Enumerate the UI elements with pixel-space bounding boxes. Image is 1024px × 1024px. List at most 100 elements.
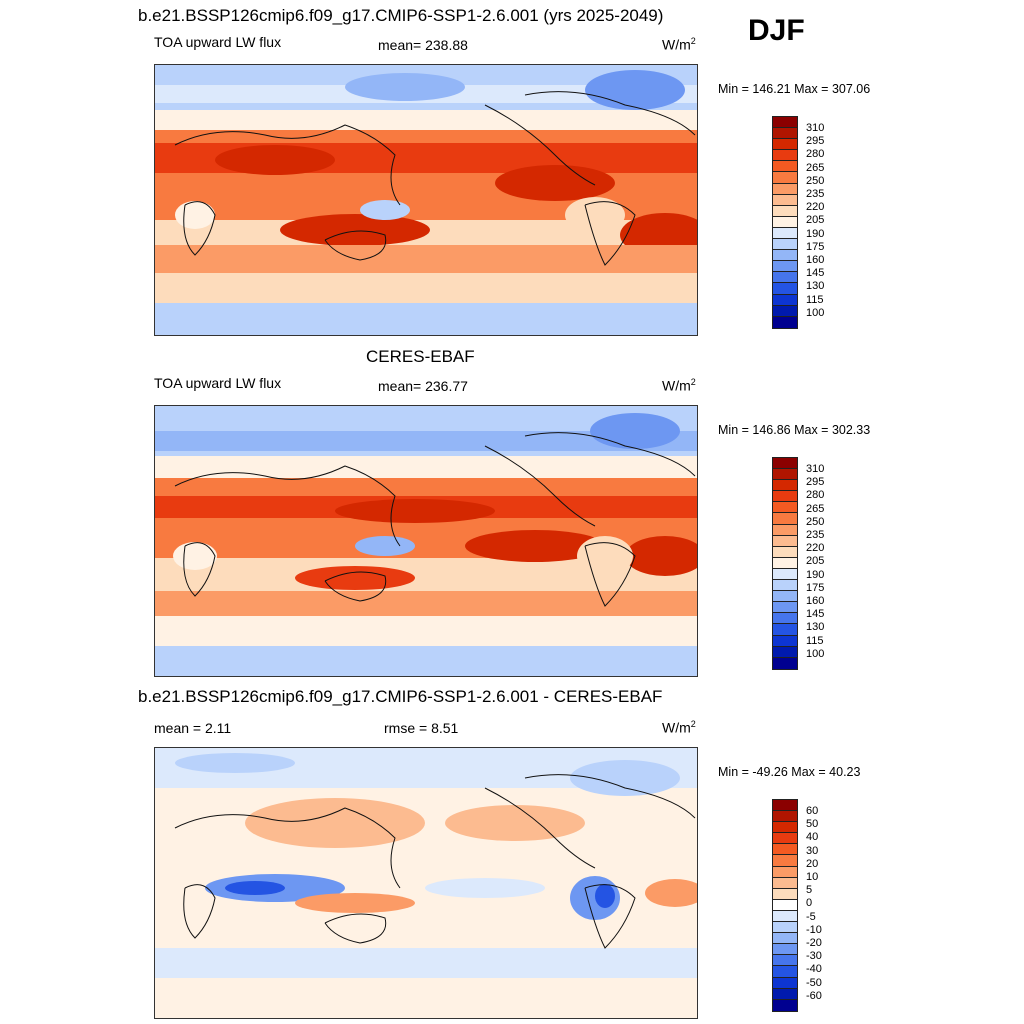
colorbar-tick-label: 10	[806, 871, 819, 883]
colorbar-swatch	[773, 922, 797, 934]
colorbar-tick-label: 40	[806, 831, 819, 844]
panel-1-title: b.e21.BSSP126cmip6.f09_g17.CMIP6-SSP1-2.…	[138, 6, 664, 25]
colorbar-swatch	[773, 502, 797, 514]
colorbar-swatch	[773, 480, 797, 492]
colorbar-swatch	[773, 283, 797, 295]
colorbar-tick-label: -60	[806, 989, 822, 1002]
colorbar-swatch	[773, 800, 797, 812]
colorbar-tick-label: 295	[806, 476, 825, 489]
colorbar-swatch	[773, 557, 797, 569]
colorbar-tick-label: 310	[806, 122, 825, 134]
colorbar-swatch	[773, 469, 797, 481]
colorbar-swatch	[773, 944, 797, 956]
colorbar-tick-label: 160	[806, 254, 825, 266]
panel-2-mean-label: mean= 236.77	[378, 378, 468, 394]
colorbar-swatch	[773, 183, 797, 195]
colorbar-swatch	[773, 877, 797, 889]
colorbar-tick-label: 115	[806, 634, 824, 647]
panel-2-variable-label: TOA upward LW flux	[154, 375, 282, 391]
colorbar-tick-label: 175	[806, 240, 825, 253]
colorbar-tick-label: 100	[806, 647, 825, 660]
colorbar-swatch	[773, 150, 797, 162]
colorbar-swatch	[773, 305, 797, 317]
colorbar-tick-label: 50	[806, 818, 819, 831]
colorbar-swatch	[773, 128, 797, 140]
colorbar-swatch	[773, 294, 797, 306]
colorbar-tick-label: 295	[806, 135, 825, 148]
colorbar-swatch	[773, 227, 797, 240]
panel-3-units: W/m2	[662, 719, 696, 736]
season-label: DJF	[748, 14, 805, 47]
colorbar-tick-label: -40	[806, 963, 822, 976]
colorbar-tick-label: 205	[806, 214, 825, 227]
panel-2-minmax: Min = 146.86 Max = 302.33	[718, 423, 871, 437]
colorbar-tick-label: 130	[806, 280, 825, 293]
colorbar-swatch	[773, 822, 797, 834]
colorbar-tick-label: 250	[806, 515, 825, 528]
colorbar-tick-label: 145	[806, 608, 825, 621]
colorbar-swatch	[773, 524, 797, 536]
colorbar-swatch	[773, 844, 797, 856]
colorbar-swatch	[773, 888, 797, 900]
colorbar-swatch	[773, 216, 797, 228]
colorbar-tick-label: 265	[806, 502, 825, 515]
panel-3-mean-label: mean = 2.11	[154, 720, 232, 736]
colorbar-tick-label: -30	[806, 950, 822, 963]
colorbar-swatch	[773, 855, 797, 867]
panel-3-map	[154, 747, 698, 1019]
colorbar-tick-label: -10	[806, 923, 822, 936]
colorbar-tick-label: 205	[806, 555, 825, 568]
colorbar-swatch	[773, 955, 797, 967]
colorbar-swatch	[773, 568, 797, 581]
colorbar-swatch	[773, 239, 797, 251]
panel-1-variable-label: TOA upward LW flux	[154, 34, 282, 50]
colorbar-tick-label: 310	[806, 463, 825, 475]
colorbar-tick-label: 20	[806, 857, 819, 870]
colorbar-swatch	[773, 591, 797, 603]
panel-3-minmax: Min = -49.26 Max = 40.23	[718, 765, 861, 779]
colorbar-swatch	[773, 646, 797, 658]
colorbar-swatch	[773, 272, 797, 284]
colorbar-swatch	[773, 458, 797, 470]
colorbar-tick-label: 220	[806, 542, 825, 555]
panel-3-title: b.e21.BSSP126cmip6.f09_g17.CMIP6-SSP1-2.…	[138, 687, 663, 706]
colorbar-swatch	[773, 933, 797, 945]
colorbar-tick-label: -20	[806, 937, 822, 949]
colorbar-swatch	[773, 833, 797, 845]
colorbar-tick-label: 235	[806, 188, 825, 200]
colorbar-tick-label: 145	[806, 267, 825, 280]
colorbar-tick-label: 100	[806, 306, 825, 319]
colorbar-swatch	[773, 172, 797, 184]
colorbar-tick-label: 280	[806, 489, 825, 502]
colorbar-swatch	[773, 966, 797, 978]
colorbar-tick-label: 280	[806, 148, 825, 161]
colorbar-swatch	[773, 602, 797, 614]
colorbar-tick-label: 0	[806, 897, 813, 910]
colorbar-swatch	[773, 117, 797, 129]
colorbar-tick-label: 5	[806, 884, 813, 897]
colorbar-swatch	[773, 250, 797, 262]
colorbar-tick-label: 265	[806, 161, 825, 174]
panel-2-colorbar	[772, 457, 798, 670]
panel-2-units: W/m2	[662, 377, 696, 394]
colorbar-tick-label: 160	[806, 595, 825, 607]
colorbar-swatch	[773, 205, 797, 217]
colorbar-swatch	[773, 613, 797, 625]
colorbar-tick-label: 220	[806, 201, 825, 214]
colorbar-swatch	[773, 535, 797, 547]
colorbar-tick-label: 190	[806, 568, 825, 581]
panel-2-title: CERES-EBAF	[366, 347, 475, 366]
colorbar-swatch	[773, 316, 797, 328]
colorbar-swatch	[773, 161, 797, 173]
panel-1-colorbar	[772, 116, 798, 329]
panel-3-colorbar	[772, 799, 798, 1012]
colorbar-swatch	[773, 194, 797, 206]
colorbar-swatch	[773, 513, 797, 525]
colorbar-tick-label: 130	[806, 621, 825, 634]
colorbar-tick-label: 175	[806, 581, 825, 594]
colorbar-swatch	[773, 261, 797, 273]
colorbar-tick-label: -50	[806, 976, 822, 989]
panel-3-rmse-label: rmse = 8.51	[384, 720, 459, 736]
colorbar-swatch	[773, 866, 797, 878]
colorbar-swatch	[773, 899, 797, 911]
